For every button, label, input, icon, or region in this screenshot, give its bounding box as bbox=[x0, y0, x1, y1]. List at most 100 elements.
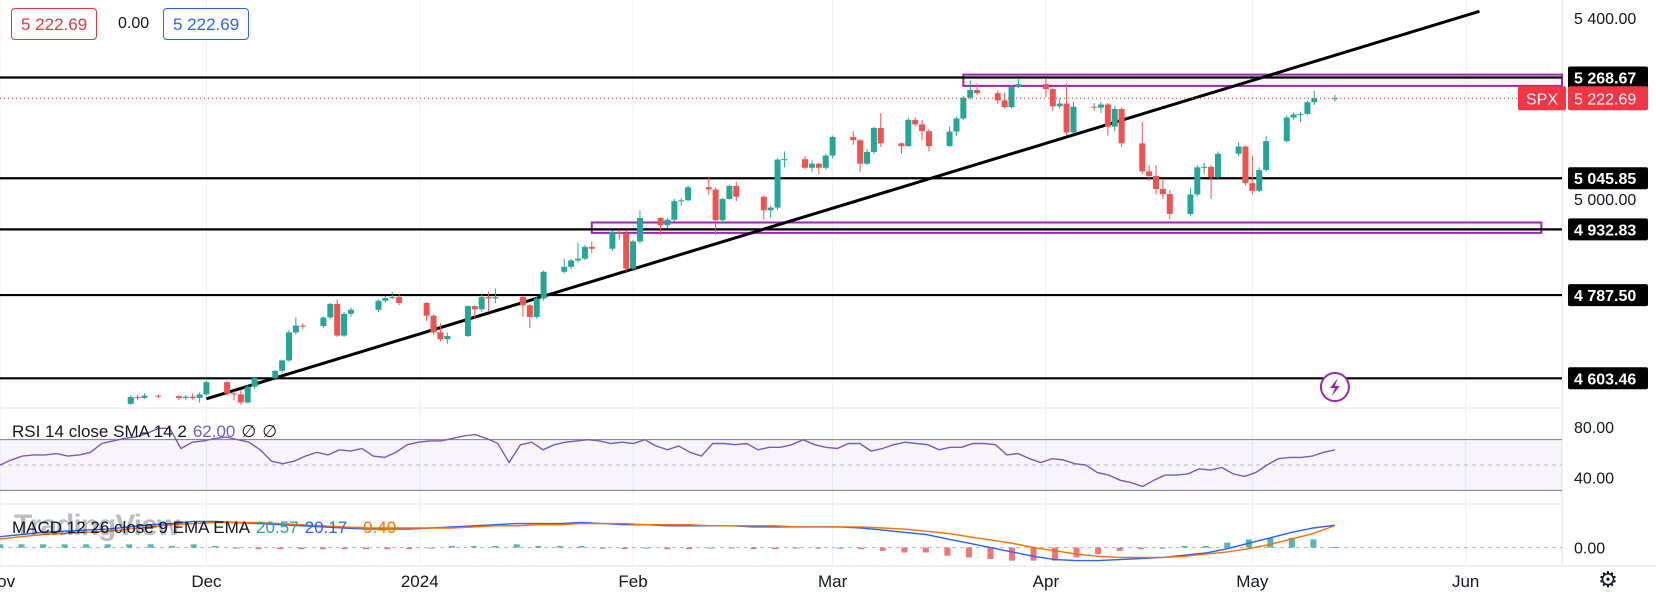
macd-histogram-bar bbox=[470, 545, 477, 548]
candle-body bbox=[912, 119, 919, 125]
price-change: 0.00 bbox=[118, 15, 150, 32]
candle-body bbox=[299, 325, 306, 327]
candle-body bbox=[685, 187, 692, 201]
lightning-glyph bbox=[1329, 378, 1340, 396]
macd-histogram-bar bbox=[901, 547, 908, 553]
symbol-tag: SPX bbox=[1526, 91, 1558, 108]
macd-histogram-bar bbox=[987, 547, 994, 560]
candle-body bbox=[492, 297, 499, 299]
level-label-bg bbox=[1568, 218, 1648, 241]
candle-body bbox=[1111, 108, 1118, 127]
level-label: 4 603.46 bbox=[1574, 371, 1636, 388]
macd-histogram-bar bbox=[363, 547, 370, 550]
macd-histogram-bar bbox=[685, 547, 692, 550]
candle-body bbox=[134, 397, 141, 399]
candle-body bbox=[864, 151, 871, 164]
candle-body bbox=[182, 396, 189, 398]
macd-histogram-bar bbox=[944, 547, 951, 556]
candle-body bbox=[623, 233, 630, 269]
candle-body bbox=[1311, 98, 1318, 103]
x-tick-label: Nov bbox=[0, 572, 16, 591]
macd-histogram-bar bbox=[578, 545, 585, 548]
level-label: 5 045.85 bbox=[1574, 171, 1636, 188]
macd-histogram-bar bbox=[1116, 547, 1123, 551]
candle-body bbox=[437, 332, 444, 340]
macd-histogram-bar bbox=[233, 547, 240, 549]
candle-body bbox=[678, 200, 685, 202]
macd-histogram-bar bbox=[406, 547, 413, 550]
x-tick-label: May bbox=[1236, 572, 1269, 591]
candle-body bbox=[519, 297, 526, 306]
candle-body bbox=[767, 207, 774, 211]
macd-histogram-bar bbox=[147, 544, 154, 548]
candle-body bbox=[341, 313, 348, 336]
candle-body bbox=[1091, 106, 1098, 108]
macd-legend-name: MACD 12 26 close 9 EMA EMA bbox=[12, 518, 251, 537]
candle-body bbox=[430, 315, 437, 333]
macd-histogram-bar bbox=[1030, 547, 1037, 561]
candle-body bbox=[272, 370, 279, 379]
candle-body bbox=[292, 325, 299, 333]
candle-body bbox=[581, 246, 588, 259]
resistance-zone bbox=[590, 221, 1543, 234]
candle-body bbox=[1097, 104, 1104, 108]
candle-body bbox=[389, 297, 396, 299]
candle-body bbox=[540, 271, 547, 299]
candle-body bbox=[1070, 106, 1077, 133]
macd-histogram-bar bbox=[1202, 545, 1209, 548]
candle-body bbox=[815, 163, 822, 168]
macd-histogram-bar bbox=[427, 547, 434, 549]
candle-body bbox=[1214, 153, 1221, 178]
candle-body bbox=[141, 395, 148, 398]
macd-signal-line bbox=[0, 521, 1336, 559]
macd-histogram-bar bbox=[707, 547, 714, 549]
candle-body bbox=[960, 97, 967, 119]
candle-body bbox=[533, 298, 540, 318]
candle-body bbox=[1235, 146, 1242, 154]
y-tick-label: 5 400.00 bbox=[1574, 11, 1636, 28]
candle-body bbox=[347, 309, 354, 314]
macd-histogram-bar bbox=[61, 544, 68, 548]
candle-body bbox=[375, 300, 382, 310]
candle-body bbox=[609, 231, 616, 249]
candle-body bbox=[967, 89, 974, 98]
macd-histogram-bar bbox=[729, 547, 736, 549]
candle-body bbox=[526, 305, 533, 318]
candle-body bbox=[478, 297, 485, 310]
rsi-legend-v2: ∅ bbox=[241, 422, 257, 441]
x-tick-label: Apr bbox=[1033, 572, 1060, 591]
candle-body bbox=[1208, 166, 1215, 178]
candle-body bbox=[870, 127, 877, 152]
tradingview-watermark: TradingView bbox=[14, 509, 180, 542]
level-label-bg bbox=[1568, 167, 1648, 190]
macd-histogram-bar bbox=[1052, 547, 1059, 561]
candle-body bbox=[1331, 98, 1338, 100]
candle-body bbox=[664, 219, 671, 226]
candle-body bbox=[1263, 141, 1270, 171]
rsi-legend[interactable]: RSI 14 close SMA 14 2 62.00 ∅ ∅ bbox=[12, 422, 283, 442]
macd-histogram-bar bbox=[0, 544, 3, 548]
candle-body bbox=[1290, 114, 1297, 118]
candle-body bbox=[877, 127, 884, 144]
macd-legend-macd: 20.57 bbox=[256, 518, 299, 537]
candle-body bbox=[712, 189, 719, 221]
candle-body bbox=[382, 298, 389, 301]
macd-histogram-bar bbox=[858, 547, 865, 550]
candle-body bbox=[1297, 113, 1304, 115]
candle-body bbox=[774, 159, 781, 208]
candle-body bbox=[919, 124, 926, 132]
candle-body bbox=[946, 131, 953, 147]
candle-body bbox=[320, 317, 327, 327]
settings-gear-icon[interactable]: ⚙ bbox=[1598, 567, 1618, 592]
candle-body bbox=[1153, 175, 1160, 190]
close-price-box: 5 222.69 bbox=[163, 8, 250, 40]
macd-histogram-bar bbox=[1008, 547, 1015, 561]
macd-histogram-bar bbox=[922, 547, 929, 553]
macd-legend[interactable]: MACD 12 26 close 9 EMA EMA 20.57 20.17 −0.4… bbox=[12, 518, 402, 538]
candle-body bbox=[464, 306, 471, 337]
candle-body bbox=[203, 382, 210, 395]
x-tick-label: Jun bbox=[1452, 572, 1479, 591]
candle-body bbox=[1304, 102, 1311, 114]
